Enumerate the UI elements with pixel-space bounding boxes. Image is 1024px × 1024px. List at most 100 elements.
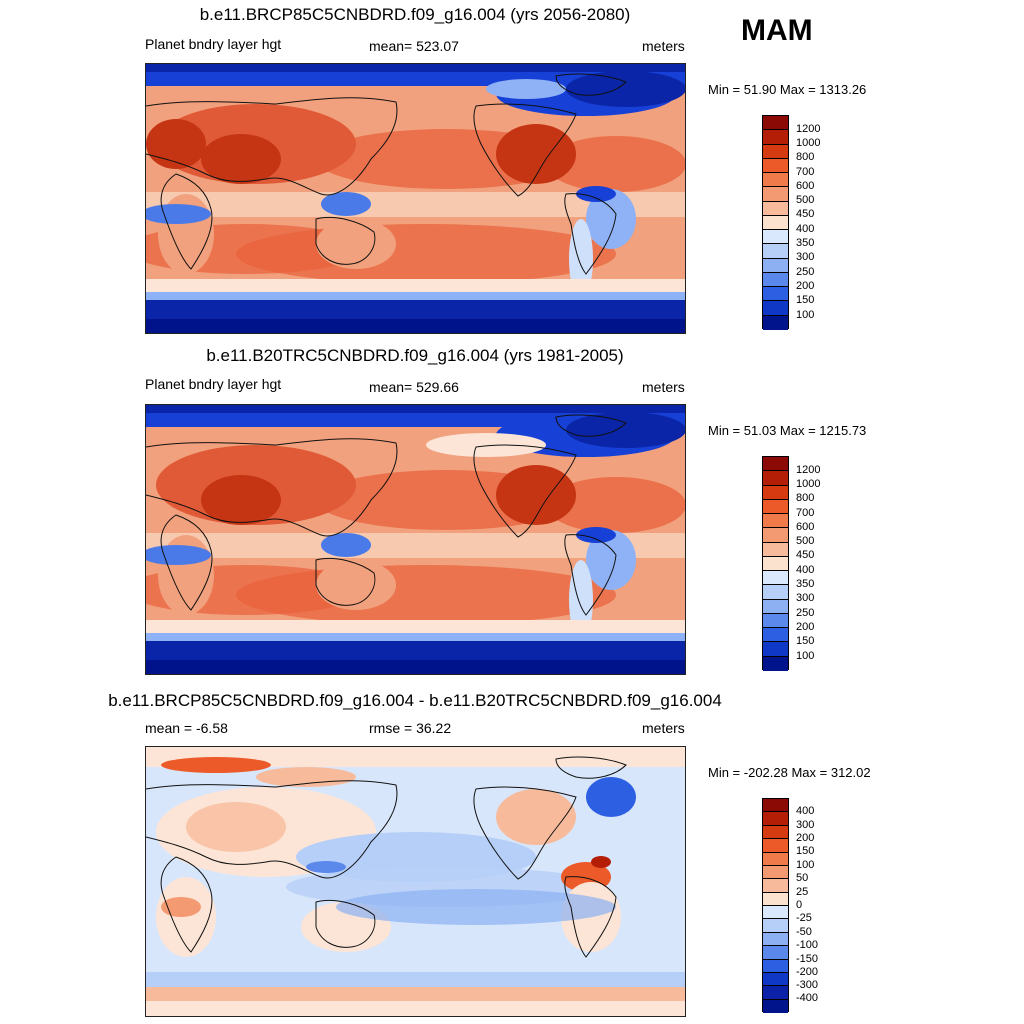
panel3-minmax: Min = -202.28 Max = 312.02: [708, 765, 871, 780]
colorbar-swatch: [763, 839, 788, 853]
colorbar-swatch: [763, 116, 788, 131]
colorbar-swatch: [763, 585, 788, 600]
season-label: MAM: [741, 14, 813, 47]
colorbar-tick-label: 150: [796, 635, 815, 647]
colorbar-tick-label: 350: [796, 237, 815, 249]
colorbar-swatch: [763, 571, 788, 586]
colorbar-tick-label: 1000: [796, 137, 821, 149]
colorbar-swatch: [763, 946, 788, 960]
colorbar-tick-label: 100: [796, 650, 815, 662]
panel2-minmax: Min = 51.03 Max = 1215.73: [708, 423, 867, 438]
colorbar-tick-label: -25: [796, 912, 812, 924]
panel1-variable-label: Planet bndry layer hgt: [145, 36, 282, 52]
colorbar-swatch: [763, 906, 788, 920]
colorbar-swatch: [763, 158, 788, 174]
colorbar-tick-label: -200: [796, 966, 819, 978]
colorbar-tick-label: 400: [796, 223, 815, 235]
colorbar-swatch: [763, 865, 788, 880]
colorbar-tick-label: 1200: [796, 464, 821, 476]
colorbar-swatch: [763, 932, 788, 947]
panel2-variable-label: Planet bndry layer hgt: [145, 376, 282, 392]
colorbar-swatch: [763, 144, 788, 159]
panel3-map: [145, 746, 686, 1017]
colorbar-swatch: [763, 471, 788, 486]
colorbar-tick-label: 150: [796, 845, 815, 857]
colorbar-swatch: [763, 315, 788, 330]
colorbar-swatch: [763, 272, 788, 288]
colorbar-tick-label: 300: [796, 251, 815, 263]
colorbar-swatch: [763, 215, 788, 231]
colorbar-tick-label: 800: [796, 151, 815, 163]
colorbar-tick-label: 400: [796, 564, 815, 576]
colorbar-tick-label: 0: [796, 899, 803, 911]
colorbar-tick-label: -400: [796, 992, 819, 1004]
colorbar-tick-label: 100: [796, 309, 815, 321]
colorbar-swatch: [763, 599, 788, 614]
colorbar-tick-label: 250: [796, 266, 815, 278]
colorbar-swatch: [763, 556, 788, 572]
colorbar-tick-label: 100: [796, 859, 815, 871]
colorbar-tick-label: 700: [796, 507, 815, 519]
colorbar-swatch: [763, 825, 788, 840]
colorbar-tick-label: 250: [796, 607, 815, 619]
panel1-title: b.e11.BRCP85C5CNBDRD.f09_g16.004 (yrs 20…: [199, 5, 631, 24]
colorbar-swatch: [763, 879, 788, 893]
colorbar-tick-label: 200: [796, 832, 815, 844]
colorbar-tick-label: 450: [796, 208, 815, 220]
colorbar-tick-label: 500: [796, 194, 815, 206]
panel1-minmax: Min = 51.90 Max = 1313.26: [708, 82, 867, 97]
colorbar-swatch: [763, 999, 788, 1013]
panel1-mean-label: mean= 523.07: [369, 38, 459, 54]
colorbar-tick-label: 400: [796, 805, 815, 817]
colorbar-swatch: [763, 514, 788, 529]
colorbar-tick-label: 600: [796, 180, 815, 192]
panel3-title: b.e11.BRCP85C5CNBDRD.f09_g16.004 - b.e11…: [108, 691, 722, 710]
colorbar-tick-label: -300: [796, 979, 819, 991]
colorbar-tick-label: -100: [796, 939, 819, 951]
colorbar-swatch: [763, 499, 788, 515]
colorbar-swatch: [763, 628, 788, 643]
colorbar-swatch: [763, 485, 788, 500]
colorbar-swatch: [763, 892, 788, 906]
colorbar-tick-label: -150: [796, 953, 819, 965]
colorbar-swatch: [763, 130, 788, 145]
colorbar-swatch: [763, 258, 788, 273]
colorbar-swatch: [763, 812, 788, 826]
colorbar-swatch: [763, 542, 788, 557]
colorbar-tick-label: 300: [796, 592, 815, 604]
colorbar-swatch: [763, 173, 788, 188]
panel3-mean-label: mean = -6.58: [145, 720, 228, 736]
colorbar-swatch: [763, 986, 788, 1000]
colorbar-swatch: [763, 187, 788, 202]
panel2-title: b.e11.B20TRC5CNBDRD.f09_g16.004 (yrs 198…: [206, 346, 624, 365]
colorbar-tick-label: 600: [796, 521, 815, 533]
panel3-units-label: meters: [642, 720, 685, 736]
colorbar-swatch: [763, 287, 788, 302]
colorbar-swatch: [763, 201, 788, 216]
colorbar-swatch: [763, 959, 788, 973]
colorbar-tick-label: 1200: [796, 123, 821, 135]
colorbar-swatch: [763, 972, 788, 987]
colorbar-swatch: [763, 656, 788, 671]
colorbar-tick-label: -50: [796, 926, 812, 938]
colorbar-swatch: [763, 301, 788, 316]
panel2-units-label: meters: [642, 379, 685, 395]
colorbar-swatch: [763, 642, 788, 657]
colorbar-swatch: [763, 799, 788, 813]
panel3-rmse-label: rmse = 36.22: [369, 720, 452, 736]
colorbar-tick-label: 150: [796, 294, 815, 306]
panel2-map-field: [146, 405, 685, 674]
colorbar-tick-label: 200: [796, 280, 815, 292]
colorbar-tick-label: 25: [796, 886, 809, 898]
colorbar-tick-label: 50: [796, 872, 809, 884]
panel3-map-field: [146, 747, 685, 1016]
colorbar-swatch: [763, 919, 788, 933]
panel2-mean-label: mean= 529.66: [369, 379, 459, 395]
colorbar-tick-label: 1000: [796, 478, 821, 490]
colorbar-swatch: [763, 244, 788, 259]
panel1-map-field: [146, 64, 685, 333]
panel1-units-label: meters: [642, 38, 685, 54]
colorbar-tick-label: 500: [796, 535, 815, 547]
colorbar-tick-label: 200: [796, 621, 815, 633]
